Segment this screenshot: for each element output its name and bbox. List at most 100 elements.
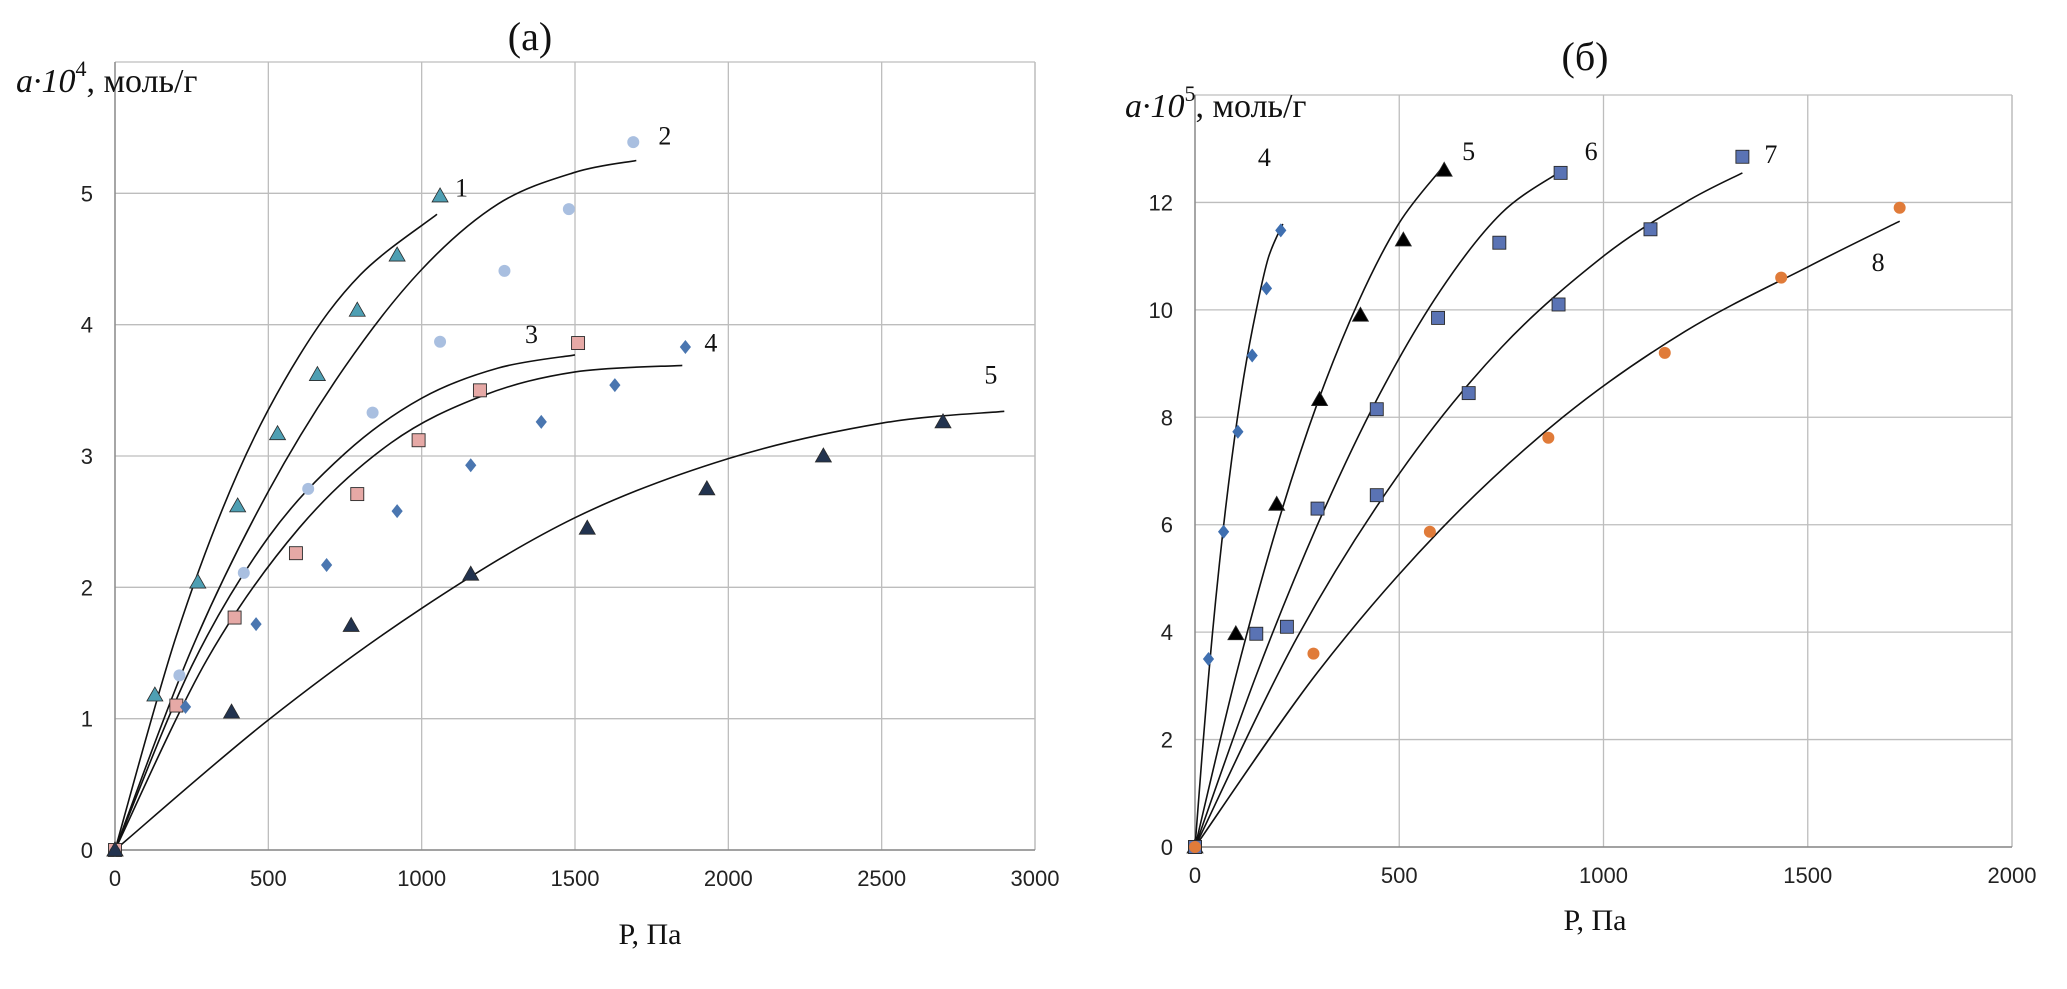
fit-curve-3 [114, 354, 576, 851]
data-point-series-8 [1658, 346, 1671, 359]
y-axis-label-exp-a: 4 [76, 56, 87, 81]
data-point-series-3 [227, 610, 242, 625]
data-point-series-4 [1232, 424, 1244, 439]
fit-curve-6 [1194, 169, 1564, 848]
data-point-series-1 [348, 301, 366, 317]
panel-title-a: (а) [508, 14, 552, 59]
data-point-series-2 [498, 264, 511, 277]
y-tick-label: 2 [81, 575, 93, 600]
data-point-series-4 [1246, 348, 1258, 363]
y-axis-label-a: a·104, моль/г [16, 56, 197, 100]
fit-curve-5 [1194, 169, 1441, 848]
data-point-series-1 [189, 573, 207, 589]
data-point-series-7 [1643, 222, 1658, 237]
fit-curve-4 [114, 364, 683, 851]
fit-curve-2 [114, 159, 637, 851]
data-point-series-5 [342, 616, 360, 632]
data-point-series-5 [1394, 231, 1413, 247]
y-tick-label: 10 [1149, 298, 1173, 323]
data-point-series-2 [434, 335, 447, 348]
x-tick-label: 2000 [1988, 863, 2037, 888]
x-tick-label: 3000 [1011, 866, 1060, 891]
data-point-series-2 [366, 406, 379, 419]
x-tick-label: 1000 [397, 866, 446, 891]
y-tick-label: 6 [1161, 513, 1173, 538]
data-point-series-1 [146, 686, 164, 702]
data-point-series-4 [179, 699, 192, 714]
data-point-series-1 [388, 246, 406, 262]
y-tick-label: 0 [81, 838, 93, 863]
data-point-series-5 [1310, 390, 1329, 406]
curve-label-3: 3 [525, 320, 538, 349]
data-point-series-7 [1369, 488, 1384, 503]
data-point-series-5 [1435, 161, 1453, 177]
data-point-series-6 [1492, 235, 1507, 250]
data-point-series-8 [1189, 841, 1201, 853]
curve-label-7: 7 [1764, 140, 1777, 169]
panel-a: 0 500 1000 1500 2000 2500 3000 0 1 2 3 4 5 1 2 3 4 5 (а)… [16, 14, 1059, 951]
y-tick-label: 4 [81, 313, 93, 338]
y-tick-label: 5 [81, 181, 93, 206]
x-tick-label: 1500 [551, 866, 600, 891]
fit-curve-8 [1194, 220, 1901, 848]
data-point-series-5 [814, 447, 833, 463]
x-tick-label: 1500 [1783, 863, 1832, 888]
data-point-series-4 [391, 504, 403, 519]
y-axis-label-unit-b: , моль/г [1196, 88, 1307, 125]
data-point-series-8 [1423, 525, 1436, 538]
curve-label-8: 8 [1872, 248, 1885, 277]
y-axis-label-prefix-b: a·10 [1125, 88, 1185, 125]
data-point-series-7 [1279, 619, 1294, 634]
data-point-series-1 [308, 365, 327, 381]
data-point-series-4 [1217, 524, 1230, 539]
data-point-series-6 [1249, 626, 1264, 641]
data-point-series-4 [1260, 281, 1273, 296]
x-tick-label: 500 [250, 866, 287, 891]
data-point-series-2 [302, 482, 315, 495]
data-point-series-5 [698, 480, 716, 496]
data-point-series-4 [1275, 223, 1287, 238]
data-point-series-4 [465, 458, 477, 473]
x-tick-label: 0 [109, 866, 121, 891]
curve-label-2: 2 [658, 122, 671, 151]
data-point-series-3 [411, 433, 426, 448]
data-point-series-8 [1542, 431, 1555, 444]
data-point-series-5 [462, 565, 480, 581]
y-axis-label-unit-a: , моль/г [87, 63, 198, 100]
data-point-series-2 [627, 136, 640, 149]
data-point-series-7 [1551, 297, 1566, 312]
y-tick-label: 2 [1161, 728, 1173, 753]
data-point-series-5 [934, 413, 952, 429]
curve-label-4: 4 [1258, 143, 1271, 172]
data-point-series-6 [1431, 310, 1446, 325]
y-axis-label-prefix-a: a·10 [16, 63, 76, 100]
curve-label-1: 1 [455, 173, 468, 202]
data-point-series-3 [571, 336, 586, 351]
data-point-series-5 [578, 519, 596, 535]
data-point-series-3 [472, 383, 487, 398]
y-tick-label: 3 [81, 444, 93, 469]
data-point-series-3 [350, 487, 365, 502]
x-tick-label: 500 [1381, 863, 1418, 888]
data-point-series-2 [237, 566, 250, 579]
data-point-series-7 [1735, 149, 1750, 164]
x-tick-label: 2000 [704, 866, 753, 891]
x-tick-label: 0 [1189, 863, 1201, 888]
data-point-series-5 [1351, 306, 1370, 322]
y-tick-label: 12 [1149, 190, 1173, 215]
data-point-series-4 [679, 339, 691, 354]
data-point-series-8 [1893, 201, 1906, 214]
data-point-series-2 [562, 203, 575, 216]
data-point-series-1 [228, 497, 247, 513]
data-point-series-5 [1227, 624, 1245, 641]
data-point-series-3 [288, 546, 303, 561]
data-point-series-4 [535, 414, 547, 429]
y-tick-label: 8 [1161, 405, 1173, 430]
curve-label-4: 4 [704, 328, 717, 357]
data-point-series-2 [173, 669, 186, 682]
fit-curve-4 [1194, 223, 1284, 848]
data-point-series-5 [1268, 495, 1286, 511]
data-point-series-8 [1775, 271, 1788, 284]
y-tick-label: 0 [1161, 835, 1173, 860]
